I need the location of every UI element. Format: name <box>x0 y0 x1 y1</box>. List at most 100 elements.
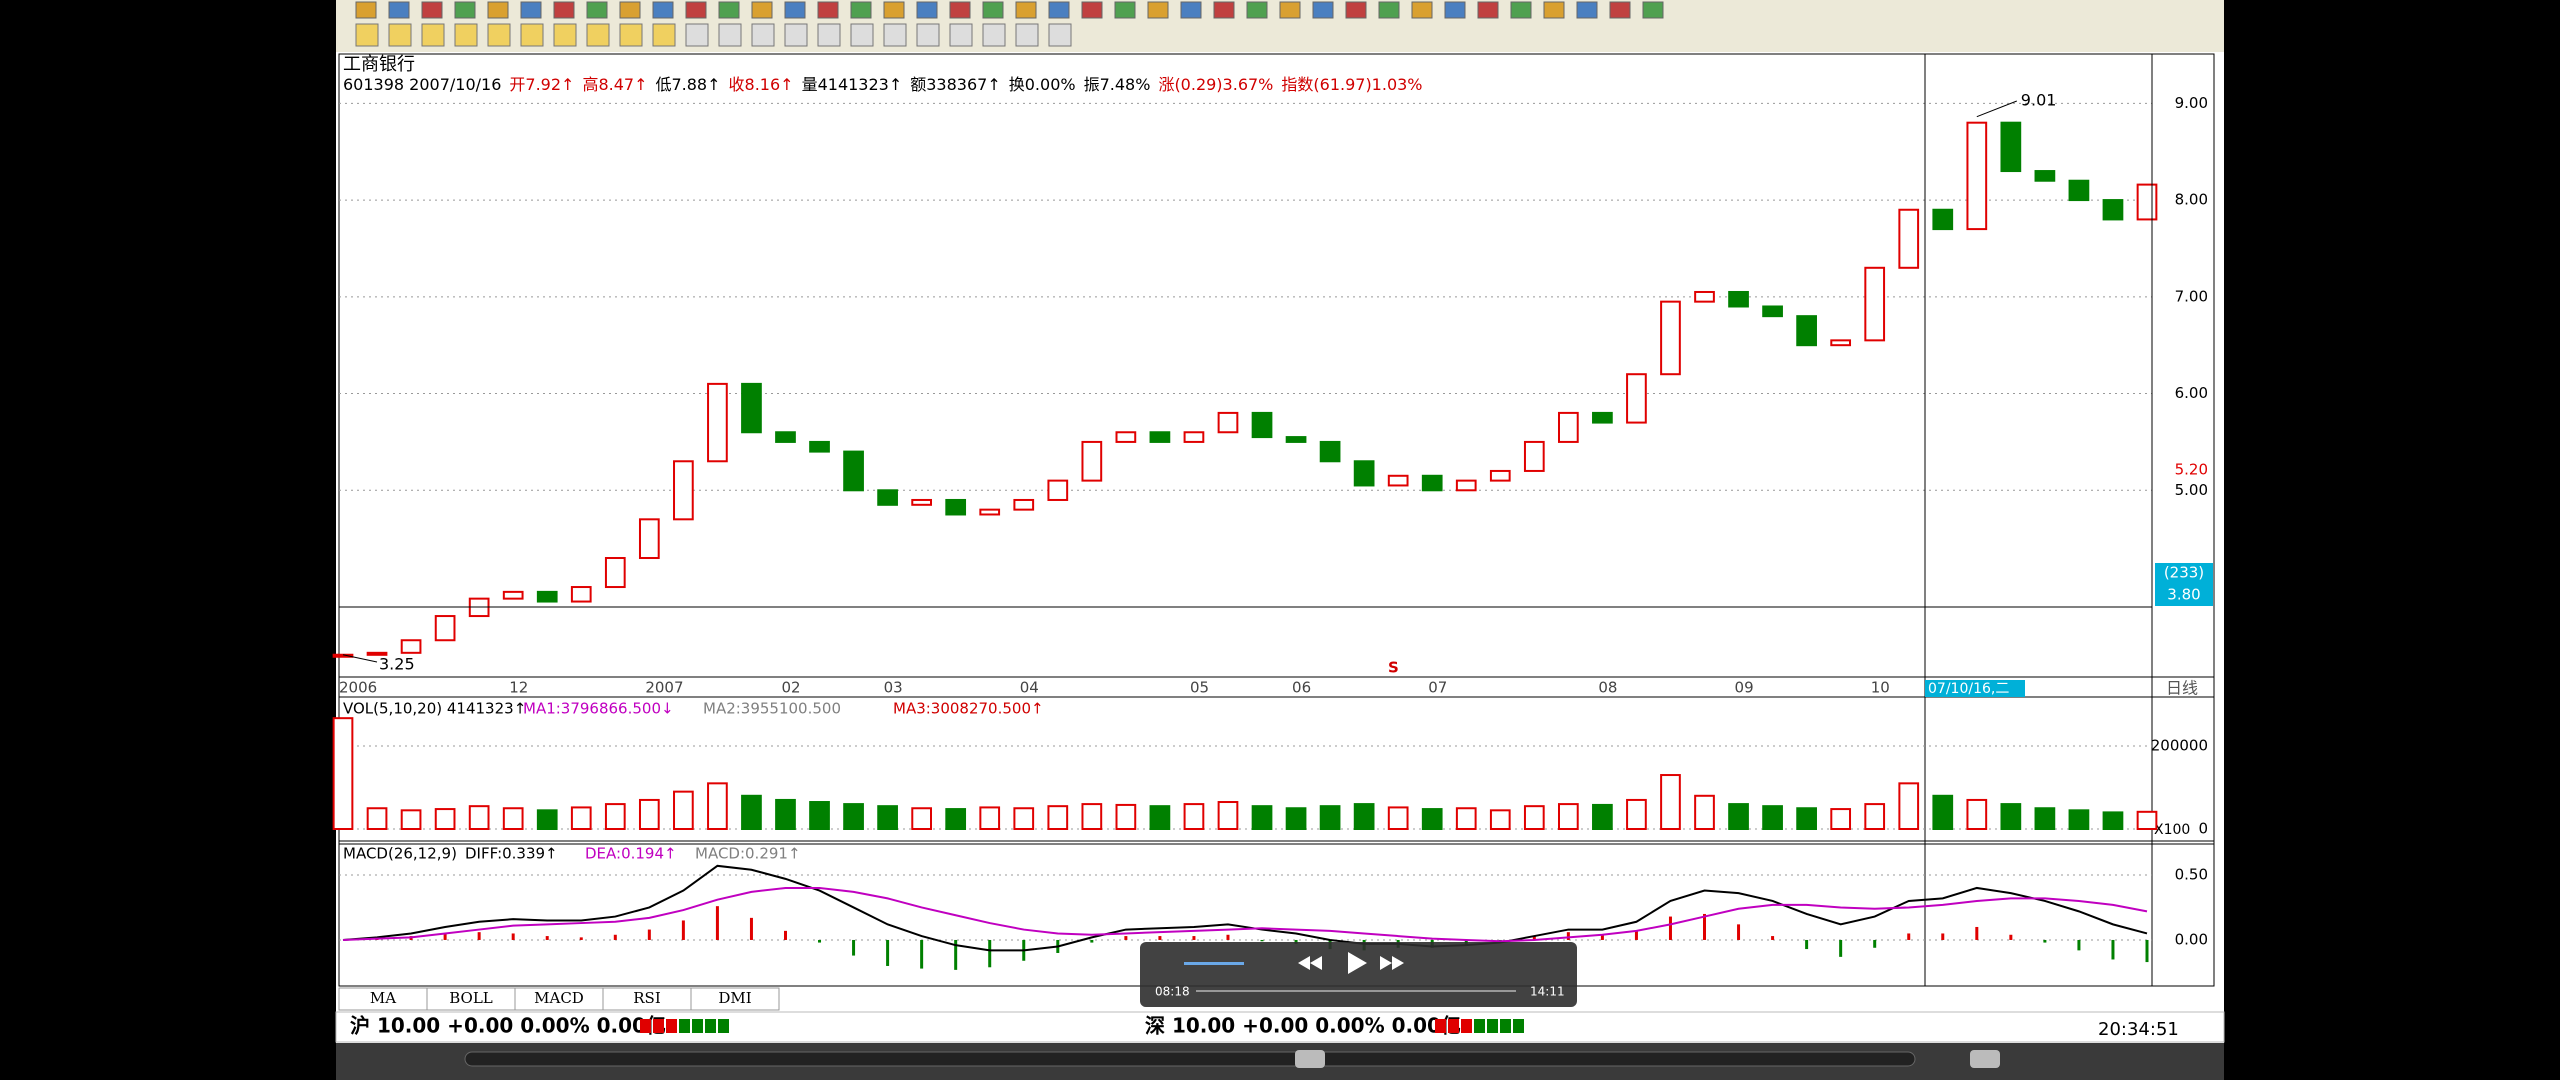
tool-icon[interactable] <box>1081 1 1103 19</box>
volume-thumb[interactable] <box>1970 1050 2000 1068</box>
tab-label[interactable]: MA <box>370 989 396 1007</box>
volume-bar <box>1251 805 1273 830</box>
status-sz: 深 10.00 +0.00 0.00% 0.00亿 <box>1145 1014 1461 1038</box>
tool-button[interactable] <box>916 23 940 47</box>
candle <box>1081 440 1103 482</box>
tool-button[interactable] <box>454 23 478 47</box>
rewind-button[interactable] <box>1298 956 1322 970</box>
seek-track[interactable] <box>464 1051 1916 1067</box>
tool-icon[interactable] <box>1477 1 1499 19</box>
tab-label[interactable]: DMI <box>718 989 751 1007</box>
tool-icon[interactable] <box>685 1 707 19</box>
volume-bar <box>2000 803 2022 831</box>
tool-icon[interactable] <box>1213 1 1235 19</box>
volume-bar <box>1694 794 1715 831</box>
tool-button[interactable] <box>1048 23 1072 47</box>
tool-icon[interactable] <box>652 1 674 19</box>
tool-icon[interactable] <box>1642 1 1664 19</box>
volume-bar <box>843 803 864 831</box>
tab-label[interactable]: RSI <box>633 989 661 1007</box>
tool-icon[interactable] <box>1609 1 1631 19</box>
overlay-volume[interactable] <box>1184 962 1244 965</box>
y-tick-label: 0.50 <box>2175 865 2208 883</box>
volume-bar <box>638 798 660 831</box>
status-block <box>653 1019 664 1033</box>
tool-icon[interactable] <box>883 1 905 19</box>
count-label: (233) <box>2164 564 2204 582</box>
tab[interactable] <box>690 987 780 1011</box>
tool-button[interactable] <box>685 23 709 47</box>
tool-button[interactable] <box>718 23 742 47</box>
tab-label[interactable]: BOLL <box>449 989 493 1007</box>
seek-thumb[interactable] <box>1295 1050 1325 1068</box>
tool-button[interactable] <box>883 23 907 47</box>
tool-icon[interactable] <box>454 1 476 19</box>
tool-button[interactable] <box>751 23 775 47</box>
volume-bar <box>1489 809 1511 830</box>
tool-button[interactable] <box>355 23 379 47</box>
tool-button[interactable] <box>784 23 808 47</box>
volume-bar <box>1353 803 1375 831</box>
tool-button[interactable] <box>586 23 610 47</box>
info-item: 量4141323↑ <box>802 75 903 94</box>
tool-button[interactable] <box>487 23 511 47</box>
status-time: 20:34:51 <box>2098 1019 2179 1040</box>
tool-icon[interactable] <box>718 1 740 19</box>
tool-icon[interactable] <box>1180 1 1202 19</box>
tool-icon[interactable] <box>1312 1 1334 19</box>
tool-icon[interactable] <box>1345 1 1367 19</box>
x-tick-label: 06 <box>1292 679 1311 697</box>
tool-button[interactable] <box>652 23 676 47</box>
tool-icon[interactable] <box>982 1 1004 19</box>
macd-line <box>342 886 2148 943</box>
tool-icon[interactable] <box>1510 1 1532 19</box>
tool-icon[interactable] <box>586 1 608 19</box>
tool-button[interactable] <box>982 23 1006 47</box>
volume-header: MA1:3796866.500↓ <box>523 700 674 718</box>
tool-icon[interactable] <box>355 1 377 19</box>
tool-icon[interactable] <box>619 1 641 19</box>
candle <box>570 586 592 603</box>
tool-icon[interactable] <box>1246 1 1268 19</box>
tool-button[interactable] <box>949 23 973 47</box>
tool-button[interactable] <box>1015 23 1039 47</box>
tool-icon[interactable] <box>1543 1 1565 19</box>
tool-icon[interactable] <box>817 1 839 19</box>
tool-icon[interactable] <box>1048 1 1070 19</box>
candle <box>1626 373 1647 424</box>
tool-button[interactable] <box>520 23 544 47</box>
volume-bar <box>604 803 626 831</box>
tool-button[interactable] <box>421 23 445 47</box>
volume-bar <box>536 809 558 830</box>
tool-icon[interactable] <box>388 1 410 19</box>
play-button[interactable] <box>1348 952 1367 974</box>
tool-icon[interactable] <box>1444 1 1466 19</box>
tool-icon[interactable] <box>949 1 971 19</box>
tool-icon[interactable] <box>487 1 509 19</box>
candle <box>1387 474 1409 487</box>
tool-icon[interactable] <box>916 1 938 19</box>
forward-button[interactable] <box>1380 956 1404 970</box>
tool-icon[interactable] <box>1576 1 1598 19</box>
tool-icon[interactable] <box>520 1 542 19</box>
tool-icon[interactable] <box>421 1 443 19</box>
tool-button[interactable] <box>850 23 874 47</box>
tool-icon[interactable] <box>1378 1 1400 19</box>
tool-icon[interactable] <box>553 1 575 19</box>
tool-icon[interactable] <box>1279 1 1301 19</box>
tool-button[interactable] <box>388 23 412 47</box>
tool-icon[interactable] <box>1015 1 1037 19</box>
tool-button[interactable] <box>553 23 577 47</box>
tab-label[interactable]: MACD <box>534 989 584 1007</box>
tool-button[interactable] <box>817 23 841 47</box>
volume-bar <box>1864 803 1886 831</box>
tool-icon[interactable] <box>784 1 806 19</box>
tool-icon[interactable] <box>850 1 872 19</box>
tool-icon[interactable] <box>751 1 773 19</box>
tool-icon[interactable] <box>1147 1 1169 19</box>
tool-icon[interactable] <box>1411 1 1433 19</box>
tool-button[interactable] <box>619 23 643 47</box>
x-tick-label: 05 <box>1190 679 1209 697</box>
overlay-progress[interactable] <box>1196 990 1516 992</box>
tool-icon[interactable] <box>1114 1 1136 19</box>
